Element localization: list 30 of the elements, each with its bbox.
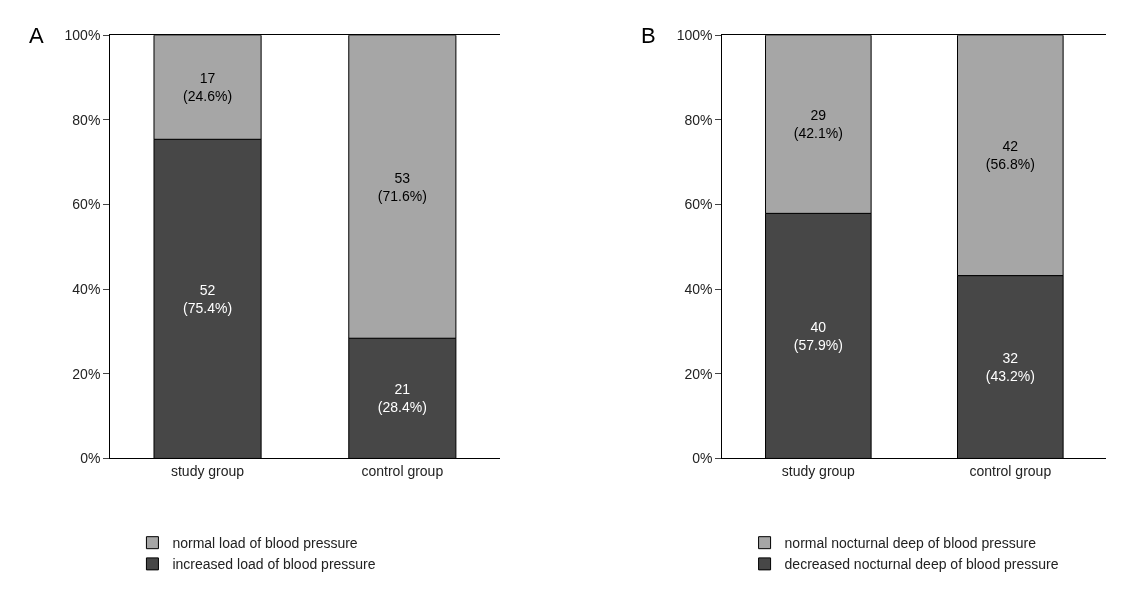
y-tick-label: 100% xyxy=(676,27,713,44)
data-label: 52 (75.4%) xyxy=(183,281,233,316)
data-label: 29 (42.1%) xyxy=(793,107,843,142)
legend-label: normal nocturnal deep of blood pressure xyxy=(784,535,1037,552)
legend-label: increased load of blood pressure xyxy=(172,556,376,573)
data-label: 40 (57.9%) xyxy=(793,318,843,353)
y-tick-label: 60% xyxy=(684,196,713,213)
y-tick-label: 0% xyxy=(80,450,101,467)
legend-label: normal load of blood pressure xyxy=(172,535,358,552)
chart-title: B xyxy=(641,23,656,48)
y-tick-label: 20% xyxy=(72,365,101,382)
data-label: 42 (56.8%) xyxy=(985,138,1035,173)
chart-title: A xyxy=(29,23,44,48)
y-tick-label: 40% xyxy=(72,281,101,298)
x-tick-label: study group xyxy=(781,463,856,480)
legend-label: decreased nocturnal deep of blood pressure xyxy=(784,556,1059,573)
y-tick-label: 80% xyxy=(684,111,713,128)
data-label: 53 (71.6%) xyxy=(377,169,427,204)
y-tick-label: 40% xyxy=(684,281,713,298)
y-tick-label: 80% xyxy=(72,111,101,128)
data-label: 21 (28.4%) xyxy=(377,381,427,416)
y-tick-label: 20% xyxy=(684,365,713,382)
x-tick-label: study group xyxy=(170,463,245,480)
y-tick-label: 0% xyxy=(692,450,713,467)
y-tick-label: 100% xyxy=(64,27,101,44)
data-label: 17 (24.6%) xyxy=(183,70,233,105)
x-tick-label: control group xyxy=(969,463,1052,480)
data-label: 32 (43.2%) xyxy=(985,349,1035,385)
x-tick-label: control group xyxy=(361,463,444,480)
y-tick-label: 60% xyxy=(72,196,101,213)
